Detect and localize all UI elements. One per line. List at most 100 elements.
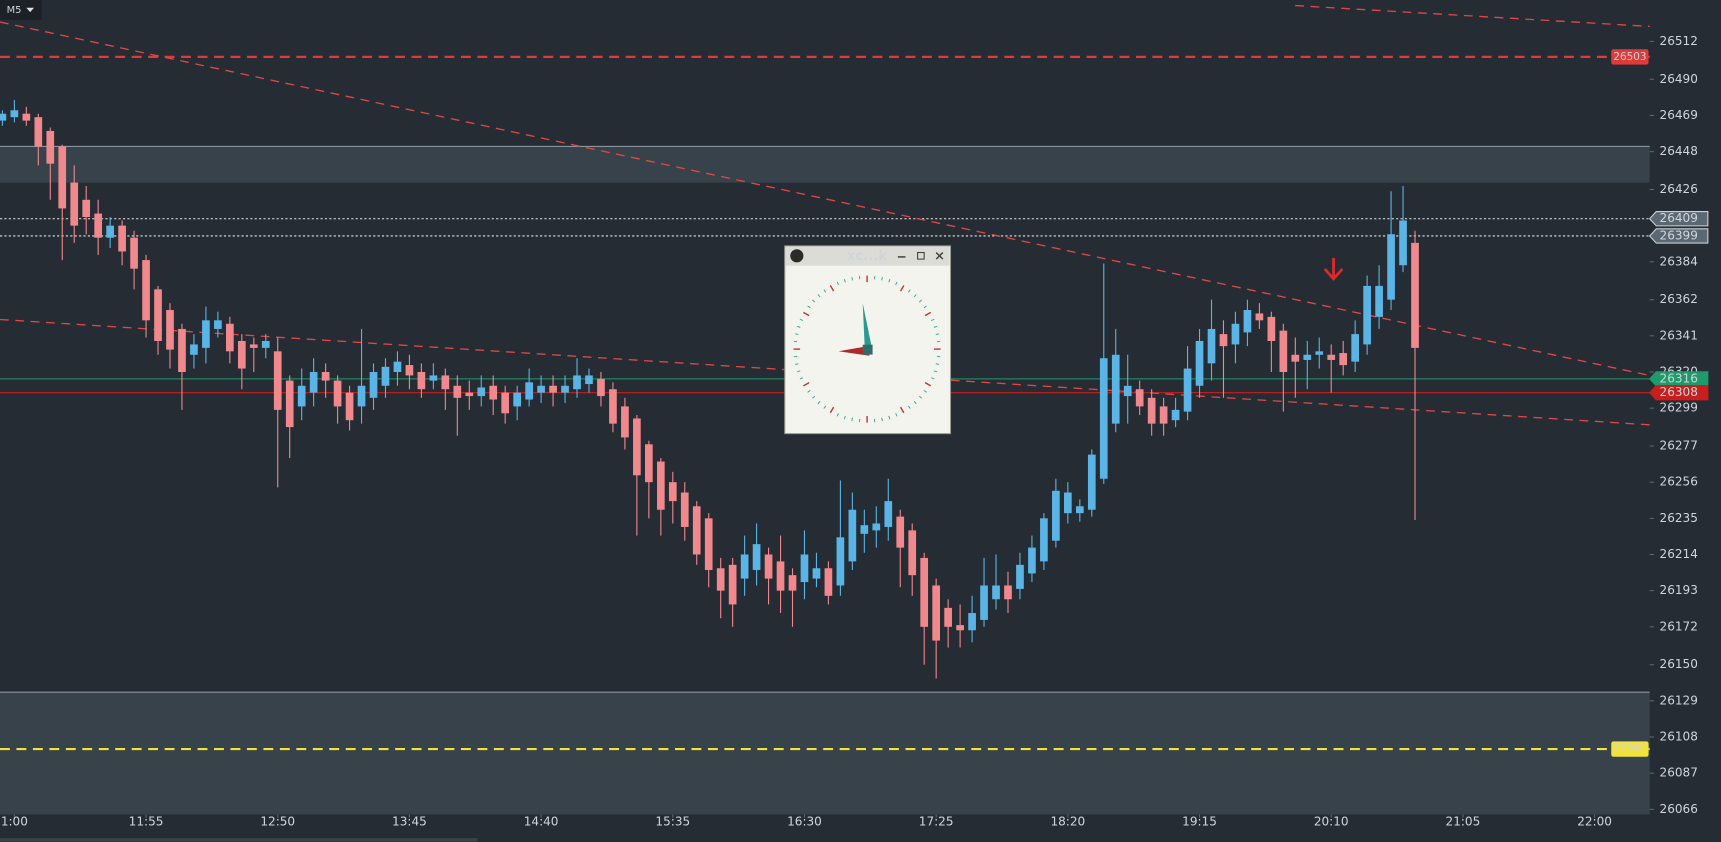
candle-body [1387,234,1395,300]
maximize-button[interactable] [917,251,925,260]
dropdown-caret[interactable] [26,7,35,13]
price-zone [0,146,1650,183]
clock-tick [924,381,932,387]
candle-body [1255,313,1264,321]
y-tick-label: 26341 [1660,328,1698,342]
candle-body [848,509,857,562]
candle-body [10,110,19,118]
clock-tick [907,289,911,293]
candle-body [118,225,126,252]
candle-body [1267,316,1276,341]
candle-body [142,260,150,321]
y-tick-label: 26448 [1660,144,1698,158]
clock-tick [803,311,810,317]
candle-body [1207,328,1216,364]
clock-tick [795,333,799,335]
x-tick-label: 1:00 [1,815,28,829]
clock-tick [935,333,940,335]
clock-window: xc...k [784,245,952,435]
y-tick-label: 26384 [1660,254,1698,268]
price-tag-label: 26308 [1660,385,1698,399]
x-tick-label: 13:45 [392,815,427,829]
y-tick-label: 26214 [1660,547,1698,561]
candle-body [190,344,198,355]
candle-body [1279,330,1288,372]
candle-body [1231,323,1240,345]
candle-body [680,492,689,527]
candle-body [573,375,581,390]
trendline [0,21,1650,377]
candle-body [1099,358,1108,479]
candle-body [333,380,342,407]
candle-body [1183,368,1192,412]
candle-body [321,371,330,381]
candle-body [249,344,258,348]
y-tick-label: 26108 [1660,730,1698,744]
price-tag [1611,741,1649,757]
candle-body [1411,242,1419,348]
candle-body [597,378,605,397]
candle-body [752,544,761,570]
sell-arrow [1323,258,1344,281]
clock-tick [923,305,927,309]
price-zone [0,692,1650,815]
candle-body [1111,354,1120,424]
clock-tick [881,417,883,422]
candle-body [70,182,79,226]
candle-body [968,613,976,631]
candle-body [178,328,186,372]
clock-tick [933,370,938,373]
candle-body [788,575,797,591]
y-tick-label: 26277 [1660,439,1698,453]
candle-body [1351,334,1360,362]
y-tick-label: 26362 [1660,292,1698,306]
candle-body [130,237,138,269]
x-tick-label: 22:00 [1577,815,1612,829]
candle-body [872,523,881,531]
price-tag-label: 26503 [1613,51,1646,63]
clock-tick [899,406,905,414]
candle-body [692,506,701,555]
close-button[interactable] [935,251,944,260]
x-tick-label: 16:30 [787,815,822,829]
y-tick-label: 26469 [1660,108,1698,122]
candle-body [764,554,773,579]
candle-body [453,385,462,398]
timeframe-label[interactable]: M5 [7,5,22,16]
clock-tick [796,325,801,328]
clock-tick [817,400,821,405]
candle-body [357,385,366,407]
clock-tick [918,395,923,399]
candle-body [1327,354,1336,360]
candle-body [369,371,378,398]
candle-body [1135,389,1144,407]
candle-body [381,366,390,386]
clock-tick [888,415,891,420]
clock-tick [836,281,839,286]
timeframe-selector[interactable]: M5 [0,0,42,20]
price-tag [1648,384,1709,401]
candle-body [920,557,929,627]
candle-body [309,371,318,393]
window-menu-button[interactable] [790,249,804,263]
candle-body [537,385,545,393]
candle-body [728,564,737,605]
hour-hand [862,303,873,352]
clock-tick [807,389,811,393]
y-tick-label: 26066 [1660,802,1698,816]
x-tick-label: 18:20 [1050,815,1085,829]
x-tick-label: 19:15 [1182,815,1217,829]
candle-body [1315,351,1324,355]
clock-tick [931,377,935,380]
candle-body [812,568,821,579]
candle-body [716,568,725,591]
timeframe-box[interactable] [0,0,42,20]
candle-body [1004,585,1012,600]
clock-tick [907,405,911,409]
candle-body [1375,285,1383,317]
candle-body [776,561,785,591]
clock-tick [899,285,905,292]
candle-body [58,146,67,209]
